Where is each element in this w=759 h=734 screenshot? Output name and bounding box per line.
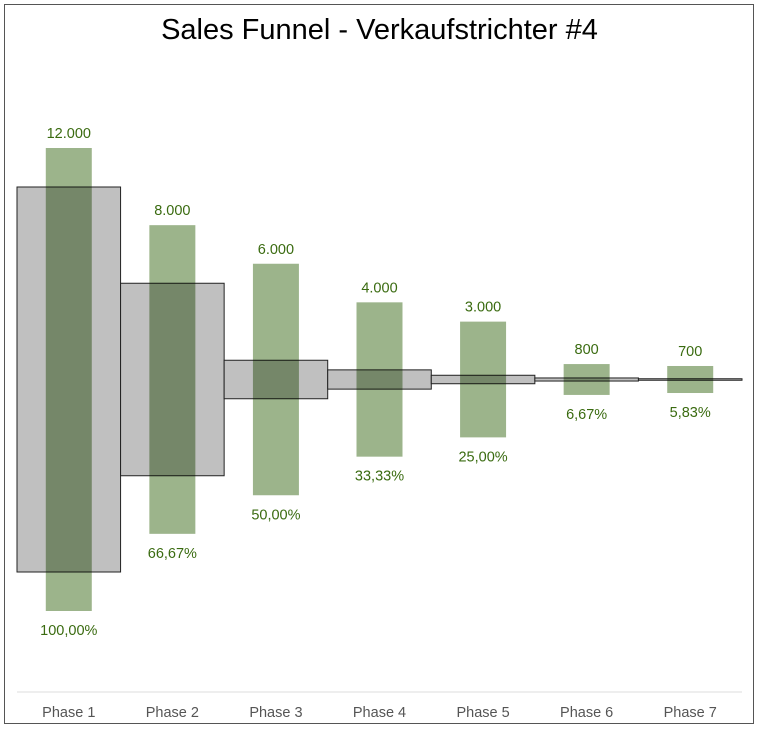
x-tick-label: Phase 1 [42, 705, 95, 721]
x-tick-label: Phase 2 [146, 705, 199, 721]
value-bar [356, 302, 403, 457]
value-label: 800 [575, 342, 599, 358]
percent-label: 25,00% [458, 449, 507, 465]
value-label: 4.000 [361, 280, 397, 296]
value-label: 3.000 [465, 300, 501, 316]
value-bar [563, 364, 610, 395]
value-bar [460, 321, 507, 438]
value-bar [252, 263, 299, 496]
value-label: 8.000 [154, 203, 190, 219]
value-label: 700 [678, 344, 702, 360]
x-tick-label: Phase 5 [456, 705, 509, 721]
percent-label: 6,67% [566, 407, 607, 423]
percent-label: 33,33% [355, 469, 404, 485]
value-bar [667, 365, 714, 394]
x-tick-label: Phase 6 [560, 705, 613, 721]
x-tick-label: Phase 3 [249, 705, 302, 721]
value-bar [149, 225, 196, 534]
x-tick-label: Phase 7 [664, 705, 717, 721]
value-label: 6.000 [258, 242, 294, 258]
value-label: 12.000 [47, 126, 91, 142]
chart-title: Sales Funnel - Verkaufstrichter #4 [161, 14, 598, 46]
percent-label: 5,83% [670, 405, 711, 421]
percent-label: 50,00% [251, 507, 300, 523]
x-tick-label: Phase 4 [353, 705, 406, 721]
percent-label: 100,00% [40, 623, 97, 639]
percent-label: 66,67% [148, 546, 197, 562]
value-bar [45, 148, 92, 611]
